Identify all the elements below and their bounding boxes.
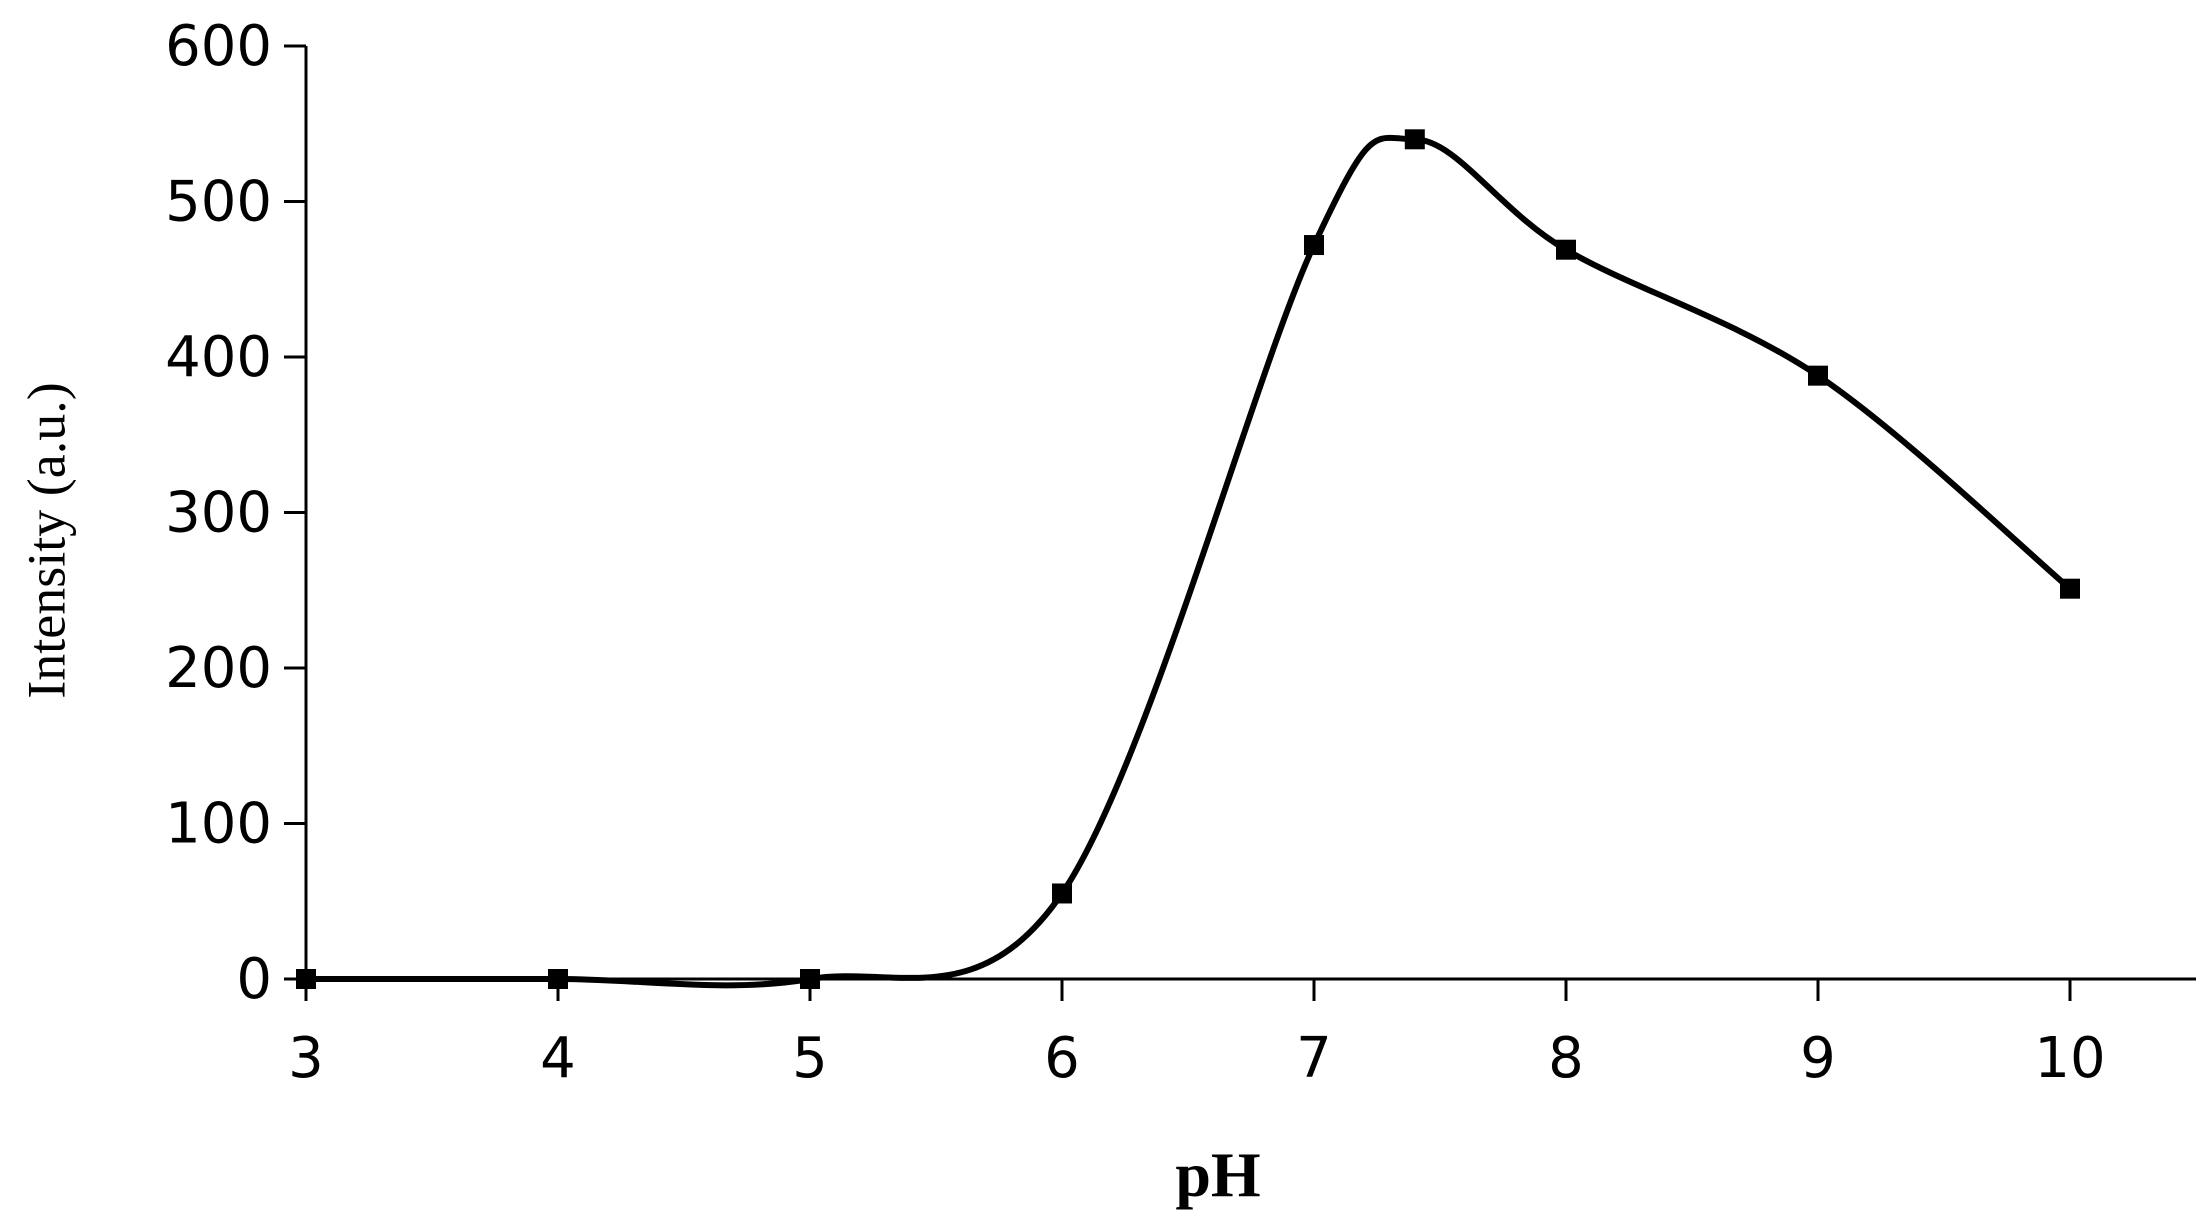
x-tick-label: 3 <box>288 1026 324 1091</box>
data-point-marker <box>1052 883 1072 904</box>
data-point-marker <box>2060 578 2080 599</box>
data-point-marker <box>800 969 820 989</box>
x-ticks: 3 4 5 6 7 8 9 10 <box>288 979 2106 1091</box>
y-tick-label: 100 <box>165 792 272 857</box>
x-axis-title: pH <box>1175 1139 1260 1210</box>
data-point-marker <box>1404 129 1425 150</box>
data-point-marker <box>548 969 568 989</box>
x-tick-label: 6 <box>1044 1026 1080 1091</box>
data-point-marker <box>1304 235 1324 256</box>
x-tick-label: 8 <box>1548 1026 1584 1091</box>
y-ticks: 0 100 200 300 400 500 600 <box>165 14 306 1012</box>
data-point-marker <box>296 969 316 989</box>
data-point-marker <box>1556 239 1576 260</box>
x-tick-label: 9 <box>1800 1026 1836 1091</box>
y-tick-label: 500 <box>165 170 272 235</box>
y-tick-label: 0 <box>236 947 272 1012</box>
y-axis-title: Intensity (a.u.) <box>16 382 76 698</box>
series <box>296 129 2080 989</box>
axes <box>304 46 2196 981</box>
x-tick-label: 4 <box>540 1026 576 1091</box>
x-tick-label: 10 <box>2034 1026 2105 1091</box>
y-tick-label: 600 <box>165 14 272 79</box>
y-tick-label: 400 <box>165 325 272 390</box>
x-tick-label: 7 <box>1296 1026 1332 1091</box>
data-point-marker <box>1808 365 1828 386</box>
y-tick-label: 300 <box>165 481 272 546</box>
y-tick-label: 200 <box>165 636 272 701</box>
x-tick-label: 5 <box>792 1026 828 1091</box>
series-line <box>303 134 2073 989</box>
